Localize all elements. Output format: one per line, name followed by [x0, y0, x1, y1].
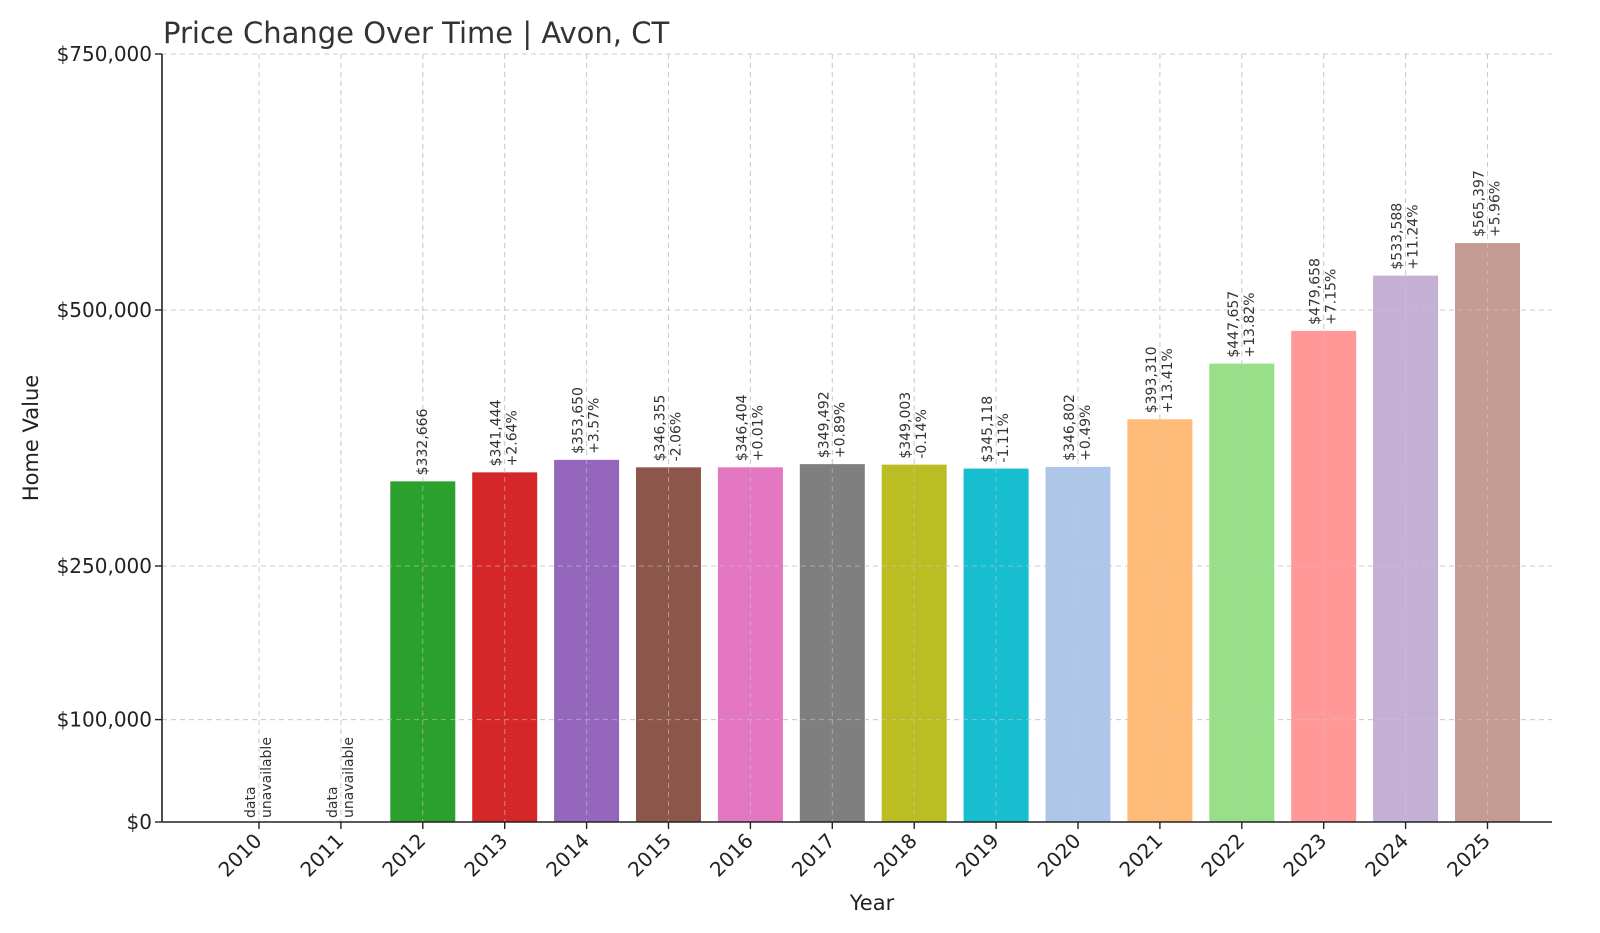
value-label: $533,588 — [1390, 203, 1406, 270]
y-axis-title: Home Value — [19, 375, 43, 501]
value-label: $353,650 — [571, 387, 587, 454]
x-tick-label-2018: 2018 — [869, 829, 922, 882]
x-tick-label-2017: 2017 — [787, 829, 840, 882]
bar-2013 — [472, 472, 538, 822]
y-tick-label: $250,000 — [57, 554, 152, 578]
x-tick-label-2015: 2015 — [623, 829, 676, 882]
x-tick-label-2022: 2022 — [1196, 829, 1249, 882]
change-label: +0.89% — [832, 402, 848, 458]
change-label: -0.14% — [914, 409, 930, 459]
change-label: +13.41% — [1160, 348, 1176, 413]
value-label: $349,492 — [816, 391, 832, 458]
bar-2019 — [963, 468, 1029, 822]
x-tick-label-2020: 2020 — [1033, 829, 1086, 882]
value-label: $332,666 — [415, 408, 431, 475]
change-label: +11.24% — [1406, 204, 1422, 269]
x-axis-title: Year — [849, 891, 895, 915]
x-tick-label-2021: 2021 — [1114, 829, 1167, 882]
value-label: $346,355 — [653, 395, 669, 462]
x-tick-label-2012: 2012 — [377, 829, 430, 882]
x-tick-label-2013: 2013 — [459, 829, 512, 882]
value-label: $349,003 — [898, 392, 914, 459]
x-tick-label-2016: 2016 — [705, 829, 758, 882]
change-label: +7.15% — [1324, 269, 1340, 325]
bar-2022 — [1209, 363, 1275, 822]
missing-label-line1: data — [243, 786, 259, 818]
missing-label-line2: unavailable — [259, 737, 275, 818]
value-label: $346,404 — [734, 394, 750, 461]
value-label: $341,444 — [489, 399, 505, 466]
missing-label-line2: unavailable — [341, 737, 357, 818]
value-label: $447,657 — [1226, 291, 1242, 358]
change-label: +0.49% — [1078, 405, 1094, 461]
value-label: $565,397 — [1472, 170, 1488, 237]
y-tick-label: $500,000 — [57, 298, 152, 322]
change-label: -1.11% — [996, 413, 1012, 463]
chart-title: Price Change Over Time | Avon, CT — [163, 16, 669, 50]
change-label: -2.06% — [669, 412, 685, 462]
value-label: $345,118 — [980, 396, 996, 463]
x-tick-label-2025: 2025 — [1442, 829, 1495, 882]
x-tick-label-2011: 2011 — [295, 829, 348, 882]
change-label: +5.96% — [1488, 181, 1504, 237]
y-tick-label: $750,000 — [57, 42, 152, 66]
bar-labels: data unavailable data unavailable$332,666 $3… — [243, 170, 1504, 818]
x-tick-label-2014: 2014 — [541, 829, 594, 882]
change-label: +13.82% — [1242, 292, 1258, 357]
change-label: +0.01% — [750, 405, 766, 461]
y-tick-label: $100,000 — [57, 708, 152, 732]
bars — [162, 53, 1552, 823]
x-tick-label-2024: 2024 — [1360, 829, 1413, 882]
y-tick-label: $0 — [127, 810, 152, 834]
change-label: +3.57% — [587, 398, 603, 454]
value-label: $393,310 — [1144, 346, 1160, 413]
x-tick-label-2019: 2019 — [951, 829, 1004, 882]
value-label: $346,802 — [1062, 394, 1078, 461]
x-tick-label-2010: 2010 — [214, 829, 267, 882]
x-tick-label-2023: 2023 — [1278, 829, 1331, 882]
value-label: $479,658 — [1308, 258, 1324, 325]
missing-label-line1: data — [325, 786, 341, 818]
change-label: +2.64% — [505, 410, 521, 466]
